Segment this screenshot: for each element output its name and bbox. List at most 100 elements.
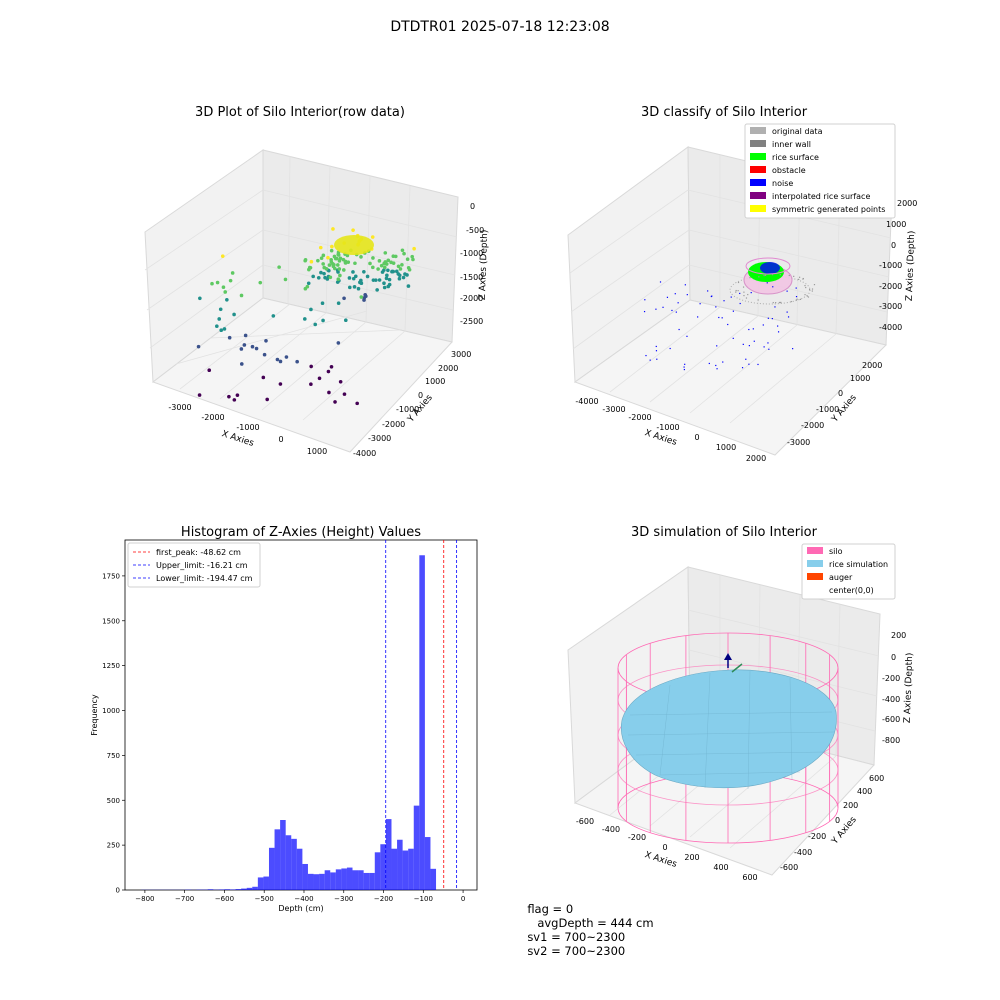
y-tick: 0 [838, 389, 843, 398]
y-ticks-sim: -600 -400 -200 0 200 400 600 [780, 774, 884, 872]
noise-point [677, 302, 679, 304]
noise-point [786, 311, 788, 313]
scatter-point [410, 254, 415, 259]
scatter-point [210, 281, 214, 286]
histogram-bar [241, 888, 247, 890]
histogram-bar [430, 868, 437, 890]
legend-swatch [750, 179, 766, 186]
scatter-point [283, 277, 288, 282]
scatter-point [346, 260, 351, 264]
scatter-point [232, 398, 237, 402]
scatter-point [207, 368, 212, 373]
x-tick: -1000 [236, 423, 259, 432]
x-tick: -2000 [201, 413, 224, 422]
scatter-point [254, 346, 259, 351]
noise-point [655, 345, 657, 348]
histogram-bar [346, 867, 353, 890]
scatter-point [386, 268, 390, 273]
noise-point [767, 317, 769, 319]
z-tick: -500 [466, 226, 484, 235]
legend-frame [801, 543, 896, 600]
original-data-point [804, 294, 806, 296]
scatter-point [239, 362, 244, 366]
z-tick: 1000 [886, 220, 906, 229]
scatter-point [371, 265, 375, 270]
scatter-point [324, 266, 329, 271]
scatter-point [402, 251, 406, 256]
auger-arm [731, 663, 743, 673]
noise-point [752, 328, 754, 330]
histogram-legend: first_peak: -48.62 cm Upper_limit: -16.21… [127, 542, 261, 588]
original-data-point [799, 298, 802, 300]
scatter-point [265, 397, 270, 402]
x-tick: 0 [278, 435, 283, 444]
noise-point [739, 302, 741, 305]
legend-swatch [750, 192, 766, 199]
scatter-point [309, 259, 314, 264]
original-data-point [763, 274, 765, 277]
noise-point [718, 316, 720, 319]
histogram-bar [385, 819, 392, 890]
avg-depth-text: avgDepth = 444 cm [537, 916, 654, 930]
rice-surface-mesh [627, 670, 835, 790]
noise-point [742, 343, 744, 345]
original-data-point [811, 290, 813, 292]
scatter-point [327, 390, 331, 395]
scatter-point [262, 352, 267, 357]
histogram-bar [285, 835, 292, 890]
scatter-point [407, 267, 412, 272]
scatter-point [401, 275, 406, 280]
scatter-point [336, 277, 341, 281]
legend-swatch [807, 560, 823, 567]
noise-cluster [760, 262, 780, 274]
noise-point [675, 311, 677, 313]
scatter-point [356, 286, 361, 291]
histogram-bar [207, 889, 214, 890]
z-ticks-sim: 200 0 -200 -400 -600 -800 [882, 631, 906, 745]
z-tick: -400 [882, 695, 900, 704]
z-axis-label: Z Axies (Depth) [905, 231, 917, 302]
z-tick: -1000 [879, 261, 902, 270]
scatter-point [377, 259, 382, 263]
original-data-point [798, 278, 800, 281]
scatter-point [235, 393, 240, 397]
scatter-point [316, 258, 320, 263]
histogram-bar [257, 877, 264, 890]
histogram-bar [268, 847, 275, 890]
legend-label: Lower_limit: -194.47 cm [156, 574, 253, 583]
scatter-point [341, 257, 346, 262]
scatter-point [329, 248, 334, 253]
scatter-point [397, 276, 402, 281]
histogram-bar [263, 876, 269, 890]
y-tick: 1000 [850, 374, 870, 383]
scatter-point [303, 317, 307, 321]
noise-point [723, 300, 725, 302]
scatter-point [326, 255, 330, 260]
scatter-point [220, 254, 225, 258]
original-data-point [798, 276, 801, 278]
original-data-point [788, 274, 790, 277]
surface-top-ring [745, 257, 791, 275]
panel-histogram: Histogram of Z-Axies (Height) Values −80… [90, 525, 478, 913]
noise-point [659, 281, 662, 283]
original-data-point [743, 294, 745, 297]
original-data-point [737, 281, 740, 284]
scatter-point [215, 324, 219, 329]
histogram-bar [358, 870, 364, 890]
original-data-point [757, 299, 759, 301]
scatter-point [264, 339, 268, 343]
scatter-point [327, 263, 332, 267]
noise-point [678, 328, 680, 331]
histogram-bar [319, 873, 325, 890]
scatter-point [316, 275, 321, 280]
histogram-bar [246, 887, 253, 890]
legend-swatch [807, 586, 823, 593]
noise-point [777, 325, 779, 327]
original-data-point [796, 298, 798, 300]
noise-point [662, 306, 664, 308]
histogram-bar [324, 870, 331, 890]
scatter-point [405, 257, 410, 262]
histogram-bar [296, 848, 303, 890]
noise-point [748, 345, 750, 347]
